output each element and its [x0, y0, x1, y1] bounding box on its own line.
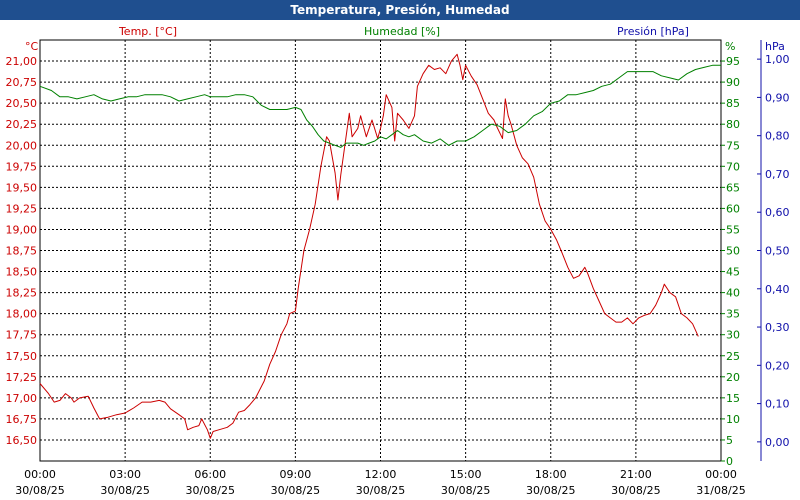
tick-label-time: 00:00 — [24, 468, 56, 481]
tick-label-humidity: 30 — [726, 329, 740, 342]
tick-label-pressure: 0,50 — [765, 245, 790, 258]
tick-label-humidity: 60 — [726, 202, 740, 215]
tick-label-temp: 16,50 — [6, 434, 38, 447]
unit-humidity: % — [725, 40, 735, 53]
tick-label-temp: 20,75 — [6, 76, 38, 89]
tick-label-date: 30/08/25 — [611, 484, 660, 497]
tick-label-humidity: 85 — [726, 97, 740, 110]
tick-label-time: 06:00 — [194, 468, 226, 481]
tick-label-temp: 19,00 — [6, 223, 38, 236]
tick-label-date: 31/08/25 — [696, 484, 745, 497]
tick-label-pressure: 0,80 — [765, 130, 790, 143]
tick-label-time: 15:00 — [450, 468, 482, 481]
tick-label-humidity: 50 — [726, 245, 740, 258]
tick-label-humidity: 15 — [726, 392, 740, 405]
tick-label-date: 30/08/25 — [15, 484, 64, 497]
tick-label-temp: 20,50 — [6, 97, 38, 110]
tick-label-date: 30/08/25 — [441, 484, 490, 497]
series-line-temp — [39, 53, 699, 439]
tick-label-temp: 16,75 — [6, 413, 38, 426]
tick-label-time: 12:00 — [365, 468, 397, 481]
tick-label-time: 00:00 — [705, 468, 737, 481]
tick-label-pressure: 0,70 — [765, 168, 790, 181]
tick-label-temp: 18,00 — [6, 308, 38, 321]
tick-label-temp: 17,75 — [6, 329, 38, 342]
tick-label-date: 30/08/25 — [186, 484, 235, 497]
tick-label-humidity: 75 — [726, 139, 740, 152]
tick-label-time: 18:00 — [535, 468, 567, 481]
tick-label-humidity: 35 — [726, 308, 740, 321]
tick-label-pressure: 0,60 — [765, 206, 790, 219]
series-line-hum — [39, 64, 721, 148]
tick-label-humidity: 5 — [726, 434, 733, 447]
tick-label-temp: 17,00 — [6, 392, 38, 405]
tick-label-pressure: 0,90 — [765, 91, 790, 104]
tick-label-humidity: 65 — [726, 181, 740, 194]
tick-label-humidity: 90 — [726, 76, 740, 89]
tick-label-temp: 17,50 — [6, 350, 38, 363]
tick-label-temp: 18,25 — [6, 287, 38, 300]
unit-pressure: hPa — [765, 40, 785, 53]
tick-label-time: 09:00 — [280, 468, 312, 481]
tick-label-pressure: 0,30 — [765, 321, 790, 334]
tick-label-temp: 18,75 — [6, 245, 38, 258]
tick-label-date: 30/08/25 — [356, 484, 405, 497]
tick-label-pressure: 0,00 — [765, 436, 790, 449]
tick-label-date: 30/08/25 — [271, 484, 320, 497]
tick-label-humidity: 55 — [726, 223, 740, 236]
tick-label-temp: 19,50 — [6, 181, 38, 194]
tick-label-time: 03:00 — [109, 468, 141, 481]
tick-label-temp: 20,25 — [6, 118, 38, 131]
tick-label-humidity: 70 — [726, 160, 740, 173]
tick-label-temp: 19,75 — [6, 160, 38, 173]
tick-label-temp: 18,50 — [6, 266, 38, 279]
legend-humidity: Humedad [%] — [364, 25, 440, 38]
tick-label-humidity: 40 — [726, 287, 740, 300]
tick-label-pressure: 0,20 — [765, 359, 790, 372]
unit-temp: °C — [25, 40, 39, 53]
tick-label-date: 30/08/25 — [100, 484, 149, 497]
tick-label-humidity: 45 — [726, 266, 740, 279]
tick-label-temp: 17,25 — [6, 371, 38, 384]
tick-label-humidity: 0 — [726, 455, 733, 468]
tick-label-date: 30/08/25 — [526, 484, 575, 497]
legend-temp: Temp. [°C] — [118, 25, 177, 38]
chart-title: Temperatura, Presión, Humedad — [0, 0, 800, 20]
tick-label-humidity: 25 — [726, 350, 740, 363]
tick-label-time: 21:00 — [620, 468, 652, 481]
tick-label-pressure: 0,40 — [765, 283, 790, 296]
tick-label-humidity: 95 — [726, 55, 740, 68]
tick-label-temp: 21,00 — [6, 55, 38, 68]
legend-pressure: Presión [hPa] — [617, 25, 689, 38]
tick-label-humidity: 80 — [726, 118, 740, 131]
tick-label-temp: 20,00 — [6, 139, 38, 152]
tick-label-temp: 19,25 — [6, 202, 38, 215]
tick-label-humidity: 10 — [726, 413, 740, 426]
tick-label-pressure: 0,10 — [765, 398, 790, 411]
tick-label-humidity: 20 — [726, 371, 740, 384]
tick-label-pressure: 1,00 — [765, 53, 790, 66]
